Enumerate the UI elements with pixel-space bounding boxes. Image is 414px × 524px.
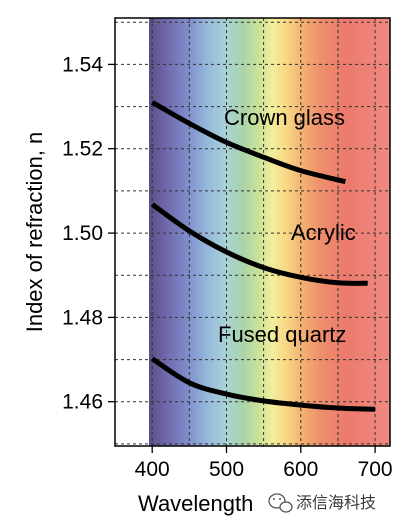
- series-lines: [150, 100, 376, 412]
- series-label-acrylic: Acrylic: [291, 220, 356, 245]
- x-tick-label: 400: [135, 458, 170, 481]
- x-tick-label: 500: [209, 458, 244, 481]
- y-tick-label: 1.52: [62, 138, 103, 161]
- grid: [115, 18, 390, 446]
- series-labels: Crown glass Acrylic Fused quartz: [218, 105, 356, 347]
- x-tick-label: 700: [358, 458, 393, 481]
- plot-area: [115, 18, 390, 446]
- y-axis-ticks: 1.46 1.48 1.50 1.52 1.54: [62, 53, 115, 414]
- y-axis-label: Index of refraction, n: [22, 132, 47, 333]
- watermark: 添信海科技: [268, 493, 376, 513]
- plot-frame: [114, 17, 391, 447]
- y-tick-label: 1.48: [62, 306, 103, 329]
- x-axis-ticks: 400 500 600 700: [135, 446, 393, 481]
- watermark-text: 添信海科技: [296, 494, 376, 512]
- y-tick-label: 1.50: [62, 222, 103, 245]
- x-tick-label: 600: [283, 458, 318, 481]
- series-line-crown-glass: [150, 100, 346, 185]
- series-line-fused-quartz: [150, 356, 376, 412]
- series-label-crown-glass: Crown glass: [224, 105, 345, 130]
- series-line-acrylic: [150, 202, 368, 286]
- series-label-fused-quartz: Fused quartz: [218, 322, 346, 347]
- y-tick-label: 1.46: [62, 391, 103, 414]
- x-axis-label: Wavelength: [138, 491, 253, 516]
- y-tick-label: 1.54: [62, 53, 103, 76]
- wechat-icon: [268, 493, 293, 513]
